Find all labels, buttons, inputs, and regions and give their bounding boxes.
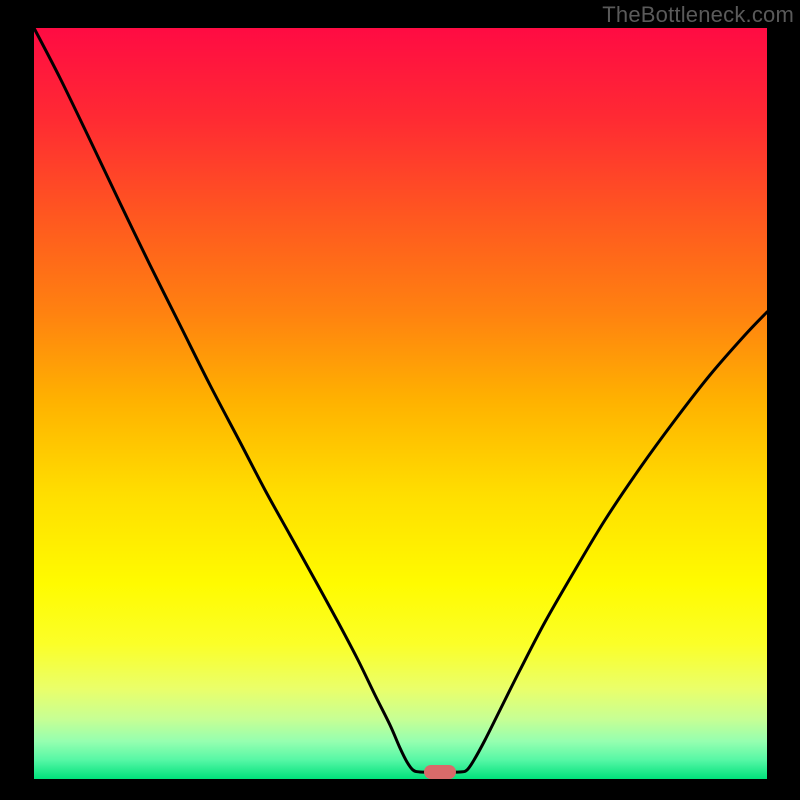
- optimal-marker: [424, 765, 456, 779]
- plot-background: [34, 28, 767, 779]
- watermark-text: TheBottleneck.com: [602, 2, 794, 28]
- bottleneck-chart: [0, 0, 800, 800]
